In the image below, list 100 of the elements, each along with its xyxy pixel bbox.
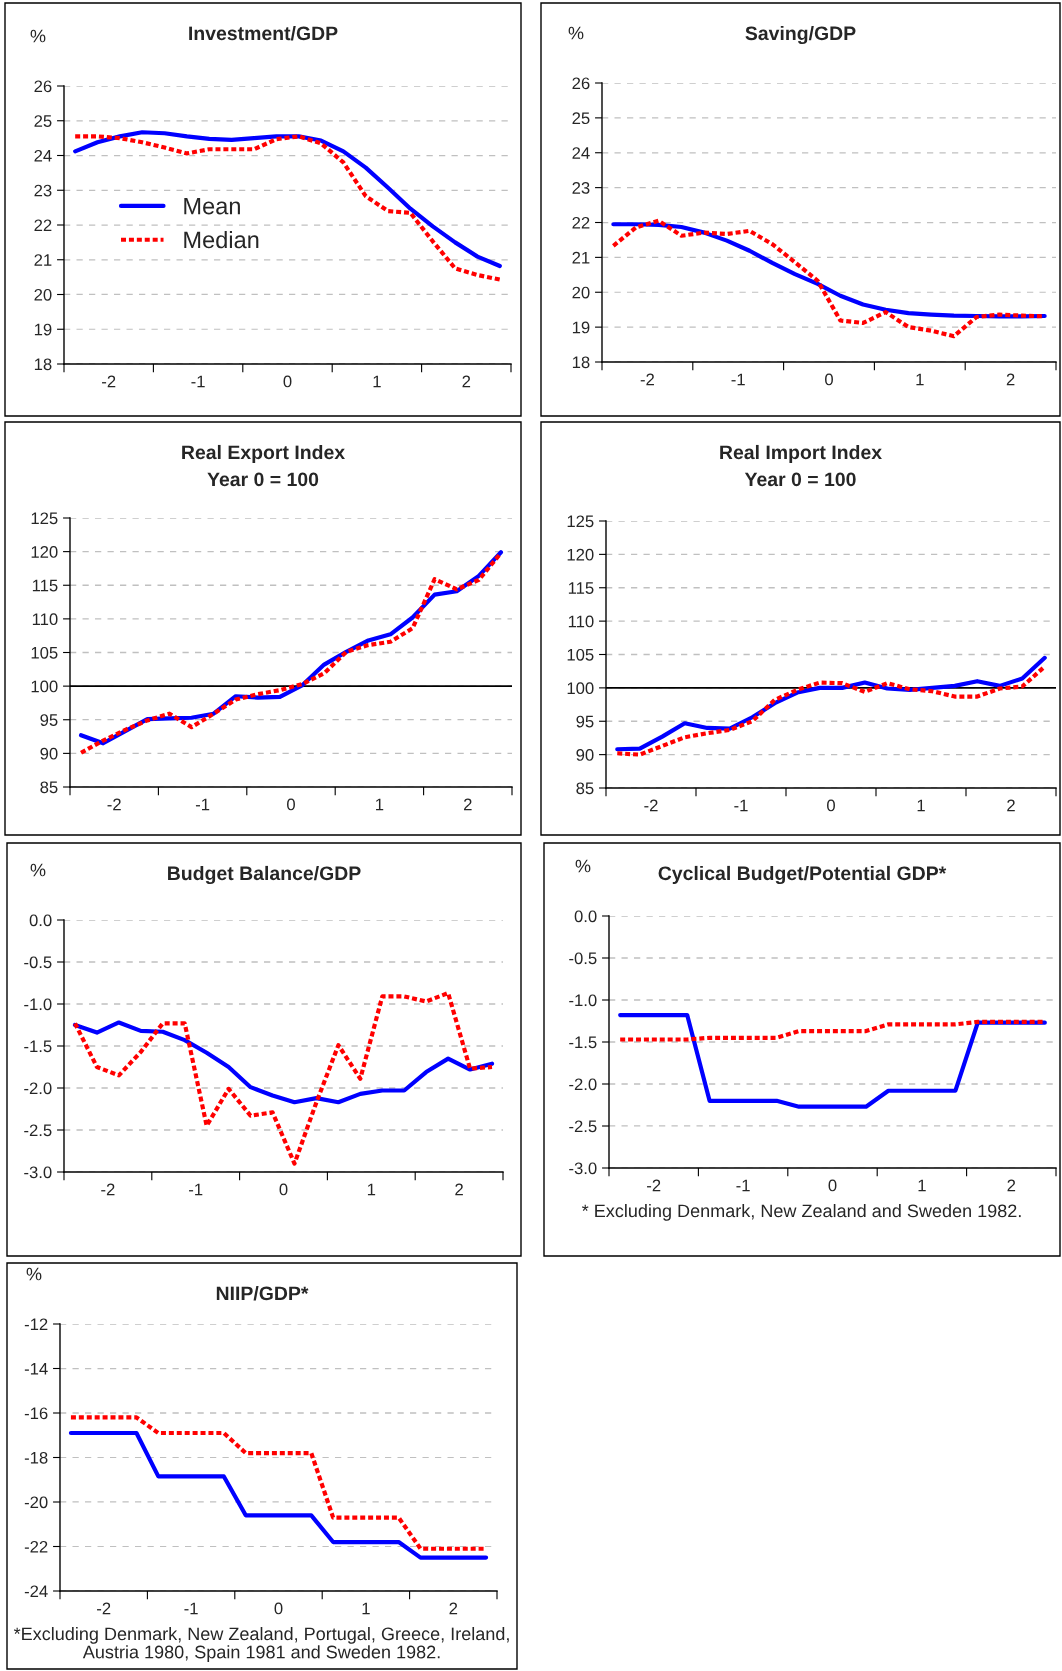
chart-title: Saving/GDP — [745, 25, 856, 45]
y-tick-label: 90 — [576, 749, 594, 761]
y-tick-label: 19 — [572, 321, 590, 334]
legend-label: Mean — [184, 197, 240, 215]
line-series — [72, 990, 495, 1166]
y-tick-label: -1.0 — [569, 994, 597, 1007]
y-tick-label: 21 — [572, 251, 590, 264]
y-tick-label: 24 — [34, 149, 52, 162]
y-tick-label: -2.0 — [569, 1078, 597, 1091]
y-tick-label: 25 — [34, 115, 52, 127]
chart-subtitle: Year 0 = 100 — [744, 472, 856, 487]
x-tick-label: 1 — [376, 798, 384, 811]
y-tick-label: 120 — [31, 546, 58, 558]
y-tick-label: -16 — [24, 1407, 48, 1420]
x-tick-label: -1 — [184, 1602, 198, 1615]
y-tick-label: -12 — [24, 1318, 48, 1331]
y-tick-label: 26 — [34, 80, 52, 93]
y-tick-label: 20 — [34, 288, 52, 301]
y-tick-label: 22 — [34, 219, 52, 232]
x-tick-label: 2 — [1006, 373, 1015, 386]
x-tick-label: 2 — [455, 1183, 463, 1196]
y-tick-label: 22 — [572, 216, 590, 229]
y-tick-label: -14 — [24, 1363, 48, 1375]
y-tick-label: 115 — [32, 579, 58, 592]
y-tick-label: -0.5 — [569, 952, 597, 965]
y-tick-label: -2.5 — [24, 1124, 52, 1137]
y-tick-label: -1.5 — [569, 1036, 597, 1049]
legend-label: Median — [184, 230, 259, 249]
x-tick-label: -1 — [736, 1179, 750, 1192]
chart-title: NIIP/GDP* — [216, 1285, 309, 1301]
x-tick-label: 0 — [279, 1183, 288, 1196]
chart-title: Cyclical Budget/Potential GDP* — [658, 865, 947, 885]
y-axis-title: % — [26, 1267, 42, 1281]
line-series — [618, 1013, 1047, 1109]
x-tick-label: -1 — [195, 798, 210, 811]
y-tick-label: -1.0 — [24, 998, 52, 1011]
y-tick-label: 95 — [576, 715, 594, 728]
chart-title: Real Export Index — [182, 444, 345, 464]
y-tick-label: 100 — [31, 680, 58, 693]
x-tick-label: -2 — [102, 375, 116, 388]
x-tick-label: 0 — [827, 799, 835, 812]
y-tick-label: -24 — [24, 1585, 48, 1598]
text: *Excluding Denmark, New Zealand, Portugal, Greece, Ireland, Austria 1980, Spain 1981 and Sweden 1982. — [13, 1627, 509, 1662]
y-tick-label: 95 — [40, 714, 58, 726]
chart-title: Real Import Index — [720, 444, 882, 464]
y-tick-label: 105 — [31, 646, 58, 659]
y-tick-label: -22 — [24, 1540, 48, 1553]
x-tick-label: 2 — [1007, 1179, 1016, 1192]
x-tick-label: -2 — [640, 373, 654, 386]
chart-title: Budget Balance/GDP — [168, 865, 361, 885]
y-tick-label: -2.5 — [569, 1120, 597, 1133]
x-tick-label: 0 — [283, 375, 292, 388]
x-tick-label: 2 — [1007, 799, 1015, 812]
x-tick-label: 0 — [287, 798, 295, 811]
y-tick-label: 25 — [572, 112, 590, 125]
x-tick-label: -1 — [731, 373, 745, 386]
x-tick-label: 1 — [917, 799, 925, 812]
y-tick-label: 115 — [568, 582, 594, 594]
x-tick-label: -1 — [189, 1183, 203, 1196]
x-tick-label: 0 — [825, 373, 833, 386]
y-tick-label: -3.0 — [24, 1166, 52, 1179]
y-tick-label: 20 — [572, 286, 590, 299]
y-tick-label: 0.0 — [29, 914, 52, 927]
x-tick-label: 1 — [373, 375, 381, 388]
y-tick-label: 24 — [572, 147, 590, 159]
x-tick-label: 1 — [362, 1602, 370, 1615]
x-tick-label: 0 — [828, 1179, 837, 1192]
x-tick-label: -2 — [101, 1183, 115, 1196]
y-tick-label: 85 — [40, 781, 58, 794]
y-tick-label: 110 — [32, 613, 58, 626]
y-axis-title: % — [30, 29, 46, 43]
y-tick-label: -18 — [24, 1451, 48, 1464]
x-tick-label: -2 — [97, 1602, 111, 1615]
x-tick-label: 2 — [449, 1602, 458, 1615]
y-tick-label: -20 — [24, 1496, 48, 1509]
line-series — [72, 1020, 495, 1105]
y-tick-label: 125 — [31, 512, 58, 525]
x-tick-label: 2 — [464, 798, 472, 811]
x-tick-label: 2 — [462, 375, 471, 388]
x-tick-label: -2 — [107, 798, 121, 811]
y-tick-label: 110 — [568, 615, 594, 628]
x-tick-label: -1 — [734, 799, 748, 812]
y-tick-label: -3.0 — [569, 1162, 597, 1175]
y-tick-label: -0.5 — [24, 956, 52, 969]
y-tick-label: 0.0 — [574, 910, 597, 923]
y-tick-label: 18 — [34, 358, 52, 371]
chart-subtitle: Year 0 = 100 — [207, 472, 319, 487]
y-axis-title: % — [575, 859, 591, 873]
y-tick-label: 21 — [34, 254, 52, 266]
x-tick-label: 1 — [916, 373, 924, 386]
y-axis-title: % — [30, 863, 46, 877]
x-tick-label: -2 — [644, 799, 658, 812]
y-tick-label: 19 — [34, 323, 52, 336]
y-tick-label: -2.0 — [24, 1082, 52, 1095]
x-tick-label: -1 — [191, 375, 205, 388]
x-tick-label: -2 — [647, 1179, 661, 1192]
y-axis-title: % — [568, 26, 584, 40]
y-tick-label: 105 — [567, 648, 594, 661]
text: * Excluding Denmark, New Zealand and Sweden 1982. — [582, 1204, 1021, 1221]
x-tick-label: 1 — [918, 1179, 926, 1192]
